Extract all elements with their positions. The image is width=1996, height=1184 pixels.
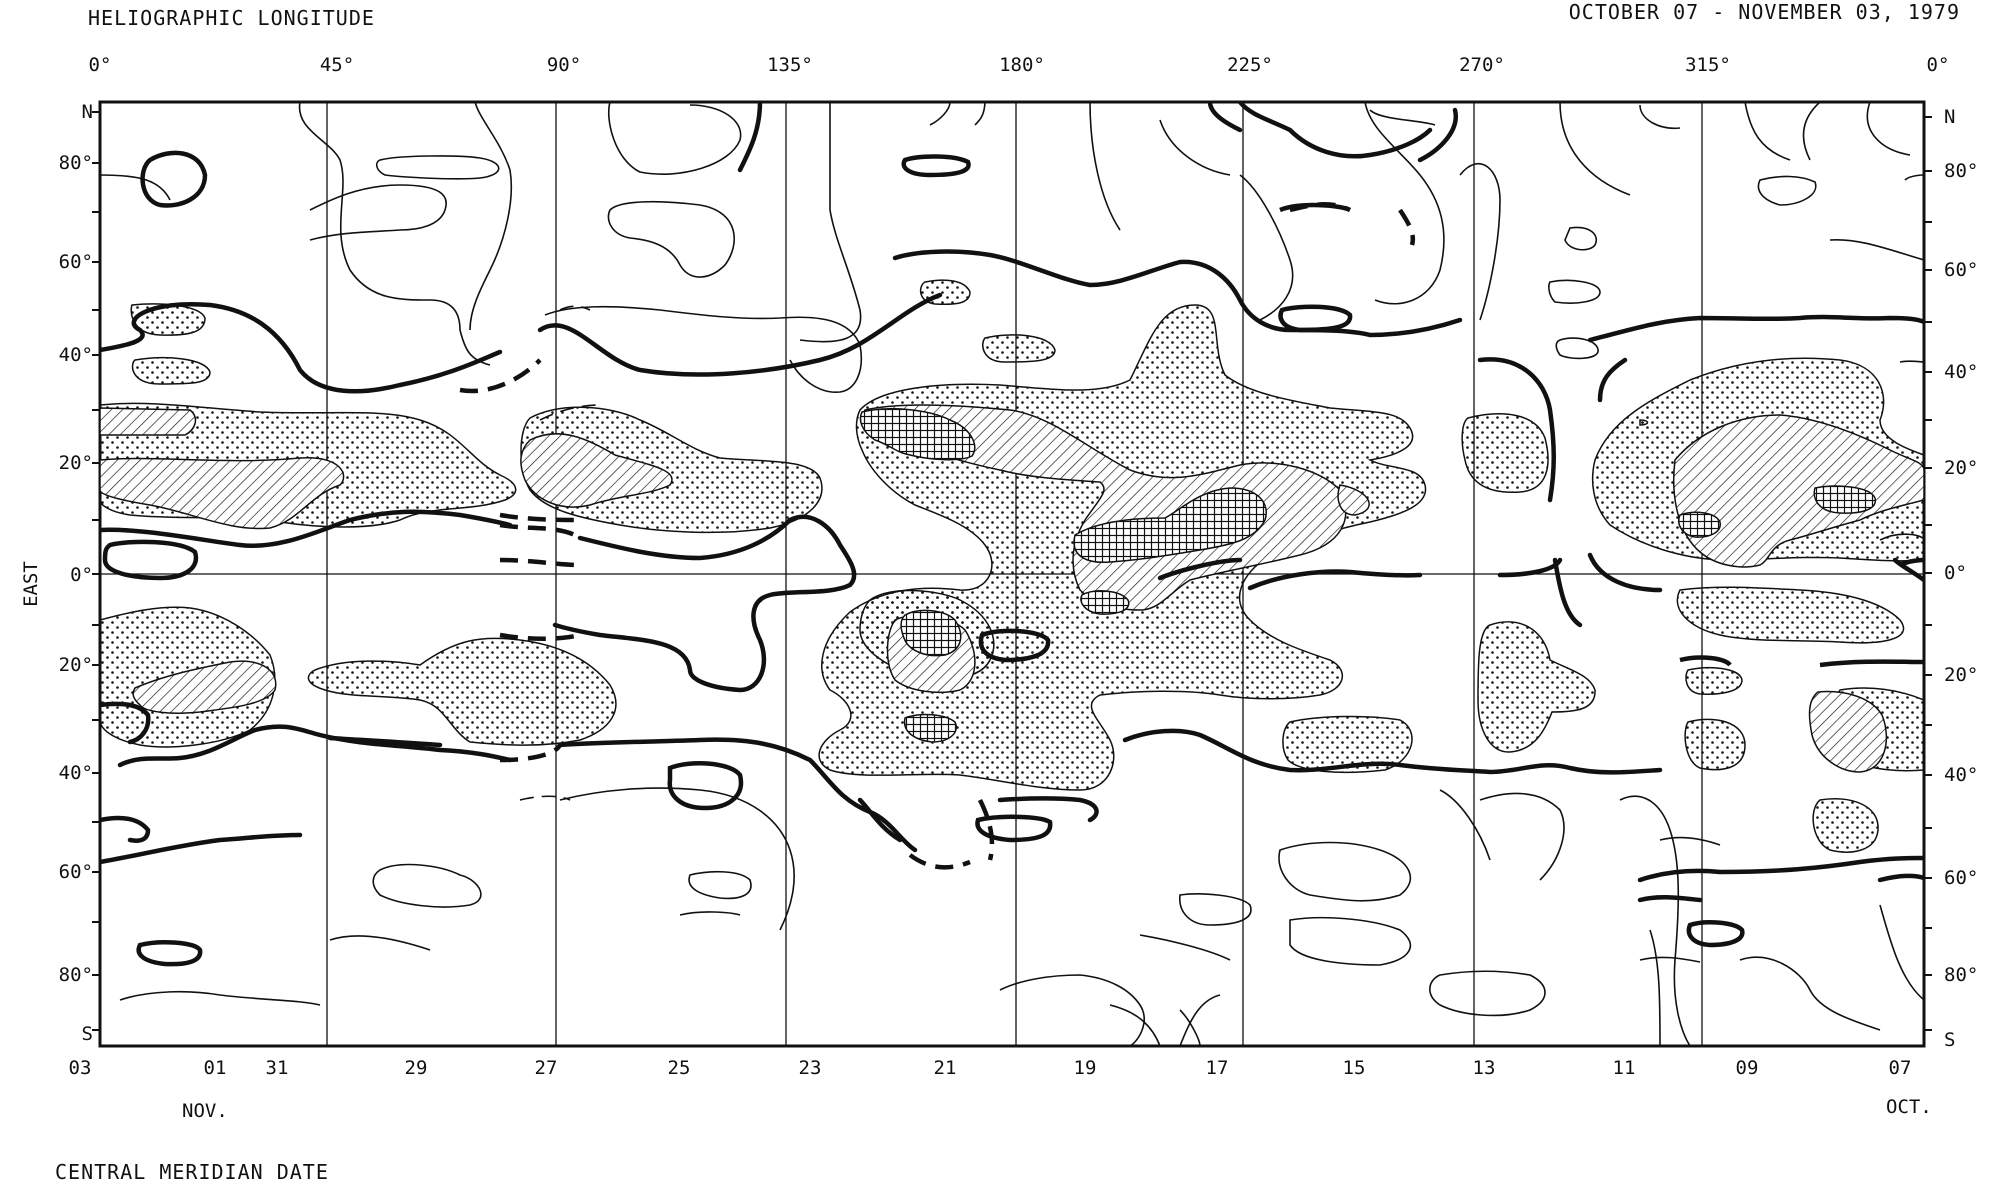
hatch-90 [520, 433, 673, 508]
right-lat-20n: 20° [1944, 457, 1979, 479]
axis-caption: CENTRAL MERIDIAN DATE [55, 1160, 329, 1184]
heavy-contours [100, 102, 1924, 903]
lon-label-0: 0° [88, 54, 112, 76]
xhatch-4 [900, 609, 962, 657]
month-nov: NOV. [182, 1100, 228, 1122]
lon-label-135: 135° [767, 54, 813, 76]
date-25: 25 [667, 1057, 691, 1079]
right-lat-80n: 80° [1944, 160, 1979, 182]
dashed-heavy-contours [459, 202, 1416, 870]
date-19: 19 [1073, 1057, 1097, 1079]
left-lat-0: 0° [70, 564, 93, 586]
right-north-label: N [1944, 106, 1956, 128]
right-tick-marks [1924, 116, 1932, 1031]
right-lat-60s: 60° [1944, 867, 1979, 889]
lon-label-315: 315° [1685, 54, 1731, 76]
left-lat-20n: 20° [58, 452, 93, 474]
date-29: 29 [404, 1057, 428, 1079]
date-13: 13 [1472, 1057, 1496, 1079]
date-21: 21 [933, 1057, 957, 1079]
left-lat-20s: 20° [58, 654, 93, 676]
stipple-small-7 [1684, 718, 1746, 771]
right-lat-80s: 80° [1944, 964, 1979, 986]
hatch-central-tail [1337, 484, 1370, 516]
hatch-east [1672, 414, 1924, 568]
left-lat-60n: 60° [58, 251, 93, 273]
xhatch-6 [1678, 511, 1721, 538]
lon-label-180: 180° [999, 54, 1045, 76]
hatch-east-south [1808, 690, 1888, 773]
date-27: 27 [534, 1057, 558, 1079]
stippled-regions [100, 279, 1924, 853]
stipple-small-6 [1685, 666, 1743, 695]
left-south-label: S [81, 1023, 93, 1045]
date-09: 09 [1735, 1057, 1759, 1079]
date-15: 15 [1342, 1057, 1366, 1079]
left-lat-40s: 40° [58, 762, 93, 784]
date-31: 31 [265, 1057, 289, 1079]
hatch-south-left [132, 660, 277, 714]
left-north-label: N [81, 101, 93, 123]
right-south-label: S [1944, 1029, 1956, 1051]
lon-label-90: 90° [546, 54, 582, 76]
date-07: 07 [1888, 1057, 1912, 1079]
lon-label-270: 270° [1459, 54, 1505, 76]
date-03: 03 [68, 1057, 92, 1079]
right-lat-60n: 60° [1944, 259, 1979, 281]
hatch-central-band [863, 404, 1347, 611]
date-17: 17 [1205, 1057, 1229, 1079]
stipple-small-5 [1282, 715, 1413, 774]
thin-dashed-contours [519, 305, 601, 801]
hatch-upper-left [100, 407, 197, 436]
stipple-small-2 [131, 356, 211, 385]
xhatch-2 [1073, 487, 1267, 563]
right-lat-40s: 40° [1944, 764, 1979, 786]
left-lat-80n: 80° [58, 152, 93, 174]
left-tick-marks [92, 111, 100, 1031]
stipple-south-second [307, 637, 617, 746]
lon-label-225: 225° [1227, 54, 1273, 76]
month-oct: OCT. [1886, 1096, 1932, 1118]
right-lat-20s: 20° [1944, 664, 1979, 686]
left-lat-60s: 60° [58, 861, 93, 883]
map-title: HELIOGRAPHIC LONGITUDE [88, 6, 375, 30]
right-lat-40n: 40° [1944, 361, 1979, 383]
date-01: 01 [203, 1057, 227, 1079]
left-lat-80s: 80° [58, 964, 93, 986]
stipple-270-south [1477, 621, 1596, 753]
hatch-left-band [100, 457, 345, 530]
date-23: 23 [798, 1057, 822, 1079]
crosshatched-regions [859, 408, 1876, 743]
stipple-small-4 [982, 334, 1056, 363]
hatched-regions [100, 404, 1924, 773]
xhatch-3 [1080, 590, 1130, 615]
heavy-loops [102, 150, 1924, 967]
date-range: OCTOBER 07 - NOVEMBER 03, 1979 [1568, 0, 1960, 24]
xhatch-1 [859, 408, 976, 461]
lon-label-360: 0° [1926, 54, 1950, 76]
thin-contours [100, 102, 1924, 1046]
xhatch-5 [903, 713, 957, 743]
right-lat-0: 0° [1944, 562, 1967, 584]
left-lat-40n: 40° [58, 344, 93, 366]
lon-label-45: 45° [319, 54, 355, 76]
stipple-small-9 [1639, 419, 1649, 426]
xhatch-7 [1813, 485, 1876, 514]
stipple-small-8 [1812, 798, 1879, 853]
stipple-east-south [1676, 586, 1905, 644]
date-11: 11 [1612, 1057, 1636, 1079]
stipple-270-blob [1461, 413, 1549, 494]
